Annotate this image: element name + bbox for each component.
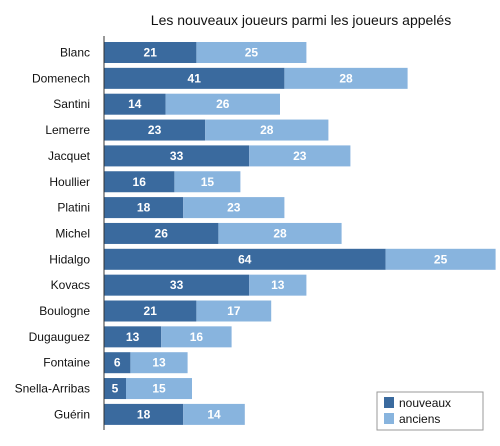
bar-anciens-snella-arribas — [126, 378, 192, 400]
category-label-michel: Michel — [55, 226, 90, 240]
category-label-dugauguez: Dugauguez — [29, 330, 90, 344]
bar-nouveaux-dugauguez — [104, 326, 162, 348]
bar-anciens-domenech — [284, 67, 408, 89]
data-label-anciens-snella-arribas: 15 — [152, 382, 166, 396]
bar-nouveaux-snella-arribas — [104, 378, 126, 400]
data-label-anciens-santini: 26 — [216, 97, 230, 111]
bar-nouveaux-hidalgo — [104, 248, 386, 270]
data-label-anciens-guerin: 14 — [207, 407, 221, 421]
bar-anciens-fontaine — [130, 352, 188, 374]
data-label-anciens-jacquet: 23 — [293, 149, 307, 163]
bar-anciens-platini — [183, 197, 285, 219]
bar-nouveaux-boulogne — [104, 300, 197, 322]
category-label-boulogne: Boulogne — [39, 304, 90, 318]
plot-area: Blanc 21 25 Domenech 41 28 Santini 14 26 Lemerre 2… — [15, 42, 496, 425]
data-label-anciens-kovacs: 13 — [271, 278, 285, 292]
chart-title: Les nouveaux joueurs parmi les joueurs a… — [151, 12, 451, 28]
bar-anciens-santini — [165, 93, 280, 115]
bar-anciens-jacquet — [249, 145, 351, 167]
data-label-anciens-lemerre: 28 — [260, 123, 274, 137]
bar-anciens-blanc — [196, 42, 307, 63]
legend-label-nouveaux: nouveaux — [399, 396, 451, 410]
data-label-anciens-dugauguez: 16 — [190, 330, 204, 344]
data-label-anciens-domenech: 28 — [339, 71, 353, 85]
category-label-kovacs: Kovacs — [51, 278, 90, 292]
category-label-fontaine: Fontaine — [43, 356, 90, 370]
category-label-domenech: Domenech — [32, 71, 90, 85]
data-label-nouveaux-santini: 14 — [128, 97, 142, 111]
data-label-nouveaux-jacquet: 33 — [170, 149, 184, 163]
data-label-nouveaux-blanc: 21 — [144, 46, 158, 60]
data-label-nouveaux-lemerre: 23 — [148, 123, 162, 137]
legend: nouveaux anciens — [376, 391, 484, 431]
bar-anciens-hidalgo — [385, 248, 496, 270]
category-label-hidalgo: Hidalgo — [49, 252, 90, 266]
legend-frame — [376, 391, 484, 431]
data-label-nouveaux-snella-arribas: 5 — [112, 382, 119, 396]
bar-anciens-kovacs — [249, 274, 307, 296]
data-label-anciens-blanc: 25 — [245, 46, 259, 60]
bar-nouveaux-santini — [104, 93, 166, 115]
data-label-nouveaux-guerin: 18 — [137, 407, 151, 421]
bar-anciens-dugauguez — [161, 326, 232, 348]
bar-anciens-lemerre — [205, 119, 329, 141]
data-label-nouveaux-boulogne: 21 — [144, 304, 158, 318]
category-label-houllier: Houllier — [49, 175, 90, 189]
bar-anciens-boulogne — [196, 300, 272, 322]
category-label-jacquet: Jacquet — [48, 149, 91, 163]
data-label-anciens-michel: 28 — [273, 226, 287, 240]
category-label-snella-arribas: Snella-Arribas — [15, 382, 90, 396]
data-label-nouveaux-michel: 26 — [155, 226, 169, 240]
category-label-platini: Platini — [57, 201, 90, 215]
bar-anciens-michel — [218, 222, 342, 244]
legend-label-anciens: anciens — [399, 412, 440, 426]
legend-swatch-nouveaux — [384, 397, 394, 408]
bar-anciens-houllier — [174, 171, 241, 193]
legend-swatch-anciens — [384, 413, 394, 424]
bar-nouveaux-houllier — [104, 171, 175, 193]
data-label-nouveaux-houllier: 16 — [133, 175, 147, 189]
data-label-nouveaux-dugauguez: 13 — [126, 330, 140, 344]
bar-nouveaux-fontaine — [104, 352, 131, 374]
data-label-anciens-fontaine: 13 — [152, 356, 166, 370]
bar-anciens-guerin — [183, 403, 245, 425]
bar-nouveaux-domenech — [104, 67, 285, 89]
data-label-anciens-platini: 23 — [227, 201, 241, 215]
bar-nouveaux-kovacs — [104, 274, 250, 296]
bar-nouveaux-platini — [104, 197, 184, 219]
data-label-nouveaux-platini: 18 — [137, 201, 151, 215]
data-label-nouveaux-kovacs: 33 — [170, 278, 184, 292]
bar-nouveaux-michel — [104, 222, 219, 244]
data-label-anciens-houllier: 15 — [201, 175, 215, 189]
bar-nouveaux-guerin — [104, 403, 184, 425]
data-label-nouveaux-fontaine: 6 — [114, 356, 121, 370]
bar-nouveaux-lemerre — [104, 119, 206, 141]
category-label-lemerre: Lemerre — [45, 123, 90, 137]
bar-nouveaux-blanc — [104, 42, 197, 63]
category-label-guerin: Guérin — [54, 407, 90, 421]
data-label-anciens-hidalgo: 25 — [434, 252, 448, 266]
data-label-nouveaux-hidalgo: 64 — [238, 252, 252, 266]
data-label-anciens-boulogne: 17 — [227, 304, 241, 318]
bar-nouveaux-jacquet — [104, 145, 250, 167]
category-label-santini: Santini — [53, 97, 90, 111]
category-label-blanc: Blanc — [60, 46, 90, 60]
data-label-nouveaux-domenech: 41 — [188, 71, 202, 85]
